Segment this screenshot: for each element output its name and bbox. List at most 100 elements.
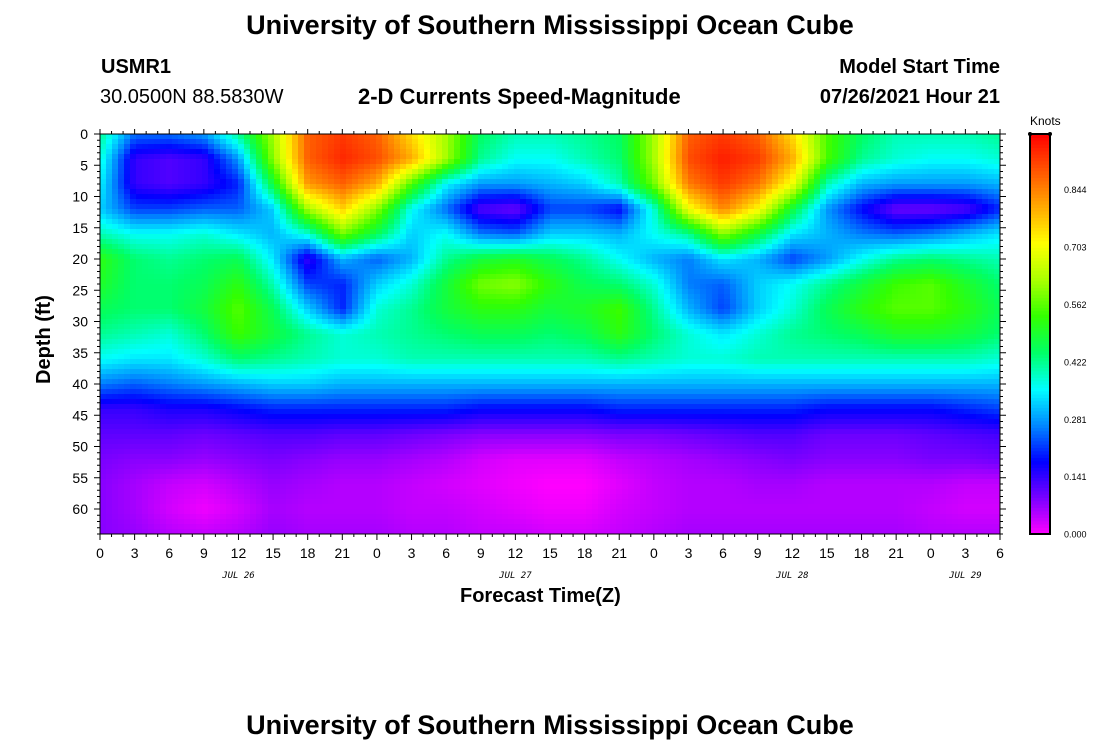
heatmap-cell bbox=[790, 254, 797, 260]
heatmap-cell bbox=[586, 194, 593, 200]
heatmap-cell bbox=[370, 159, 377, 165]
heatmap-cell bbox=[922, 139, 929, 145]
heatmap-cell bbox=[328, 284, 335, 290]
heatmap-cell bbox=[790, 184, 797, 190]
heatmap-cell bbox=[904, 164, 911, 170]
heatmap-cell bbox=[352, 269, 359, 275]
heatmap-cell bbox=[712, 284, 719, 290]
heatmap-cell bbox=[136, 244, 143, 250]
heatmap-cell bbox=[460, 209, 467, 215]
heatmap-cell bbox=[544, 209, 551, 215]
heatmap-cell bbox=[634, 139, 641, 145]
heatmap-cell bbox=[874, 134, 881, 140]
heatmap-cell bbox=[262, 279, 269, 285]
heatmap-cell bbox=[352, 254, 359, 260]
heatmap-cell bbox=[472, 279, 479, 285]
heatmap-cell bbox=[310, 159, 317, 165]
heatmap-cell bbox=[460, 194, 467, 200]
heatmap-cell bbox=[952, 154, 959, 160]
heatmap-cell bbox=[982, 259, 989, 265]
heatmap-cell bbox=[916, 284, 923, 290]
heatmap-cell bbox=[856, 184, 863, 190]
heatmap-cell bbox=[238, 214, 245, 220]
heatmap-cell bbox=[808, 134, 815, 140]
heatmap-cell bbox=[124, 144, 131, 150]
heatmap-cell bbox=[862, 214, 869, 220]
heatmap-cell bbox=[442, 154, 449, 160]
heatmap-cell bbox=[784, 284, 791, 290]
heatmap-cell bbox=[922, 159, 929, 165]
heatmap-cell bbox=[802, 189, 809, 195]
heatmap-cell bbox=[748, 159, 755, 165]
heatmap-cell bbox=[328, 154, 335, 160]
heatmap-cell bbox=[286, 164, 293, 170]
heatmap-cell bbox=[256, 184, 263, 190]
heatmap-cell bbox=[502, 234, 509, 240]
heatmap-cell bbox=[724, 214, 731, 220]
heatmap-cell bbox=[418, 209, 425, 215]
heatmap-cell bbox=[976, 149, 983, 155]
heatmap-cell bbox=[466, 279, 473, 285]
heatmap-cell bbox=[682, 289, 689, 295]
heatmap-cell bbox=[286, 229, 293, 235]
heatmap-cell bbox=[814, 189, 821, 195]
heatmap-cell bbox=[760, 154, 767, 160]
heatmap-cell bbox=[100, 199, 107, 205]
heatmap-cell bbox=[460, 184, 467, 190]
heatmap-cell bbox=[418, 269, 425, 275]
heatmap-cell bbox=[160, 224, 167, 230]
heatmap-cell bbox=[724, 254, 731, 260]
heatmap-cell bbox=[178, 279, 185, 285]
heatmap-cell bbox=[208, 154, 215, 160]
heatmap-cell bbox=[574, 249, 581, 255]
heatmap-cell bbox=[856, 284, 863, 290]
heatmap-cell bbox=[790, 169, 797, 175]
heatmap-cell bbox=[532, 209, 539, 215]
heatmap-cell bbox=[484, 204, 491, 210]
heatmap-cell bbox=[550, 234, 557, 240]
heatmap-cell bbox=[892, 284, 899, 290]
heatmap-cell bbox=[322, 249, 329, 255]
heatmap-cell bbox=[880, 269, 887, 275]
heatmap-cell bbox=[232, 144, 239, 150]
heatmap-cell bbox=[232, 159, 239, 165]
heatmap-cell bbox=[508, 269, 515, 275]
heatmap-cell bbox=[148, 269, 155, 275]
heatmap-cell bbox=[544, 204, 551, 210]
heatmap-cell bbox=[706, 139, 713, 145]
heatmap-cell bbox=[640, 204, 647, 210]
heatmap-cell bbox=[994, 279, 1000, 285]
heatmap-cell bbox=[946, 239, 953, 245]
heatmap-cell bbox=[580, 134, 587, 140]
heatmap-cell bbox=[994, 164, 1000, 170]
heatmap-cell bbox=[970, 184, 977, 190]
heatmap-cell bbox=[466, 234, 473, 240]
heatmap-cell bbox=[592, 214, 599, 220]
heatmap-cell bbox=[382, 234, 389, 240]
heatmap-cell bbox=[616, 209, 623, 215]
heatmap-cell bbox=[970, 189, 977, 195]
heatmap-cell bbox=[682, 159, 689, 165]
heatmap-cell bbox=[142, 229, 149, 235]
heatmap-cell bbox=[442, 284, 449, 290]
heatmap-cell bbox=[424, 199, 431, 205]
heatmap-cell bbox=[688, 234, 695, 240]
heatmap-cell bbox=[574, 284, 581, 290]
heatmap-cell bbox=[760, 239, 767, 245]
heatmap-cell bbox=[832, 214, 839, 220]
heatmap-cell bbox=[484, 249, 491, 255]
heatmap-cell bbox=[262, 234, 269, 240]
heatmap-cell bbox=[988, 134, 995, 140]
heatmap-cell bbox=[256, 299, 263, 305]
heatmap-cell bbox=[580, 139, 587, 145]
heatmap-cell bbox=[946, 229, 953, 235]
heatmap-cell bbox=[550, 294, 557, 300]
heatmap-cell bbox=[364, 244, 371, 250]
heatmap-cell bbox=[328, 194, 335, 200]
heatmap-cell bbox=[400, 279, 407, 285]
heatmap-cell bbox=[238, 169, 245, 175]
heatmap-cell bbox=[940, 239, 947, 245]
heatmap-cell bbox=[466, 224, 473, 230]
heatmap-cell bbox=[706, 179, 713, 185]
heatmap-cell bbox=[994, 179, 1000, 185]
